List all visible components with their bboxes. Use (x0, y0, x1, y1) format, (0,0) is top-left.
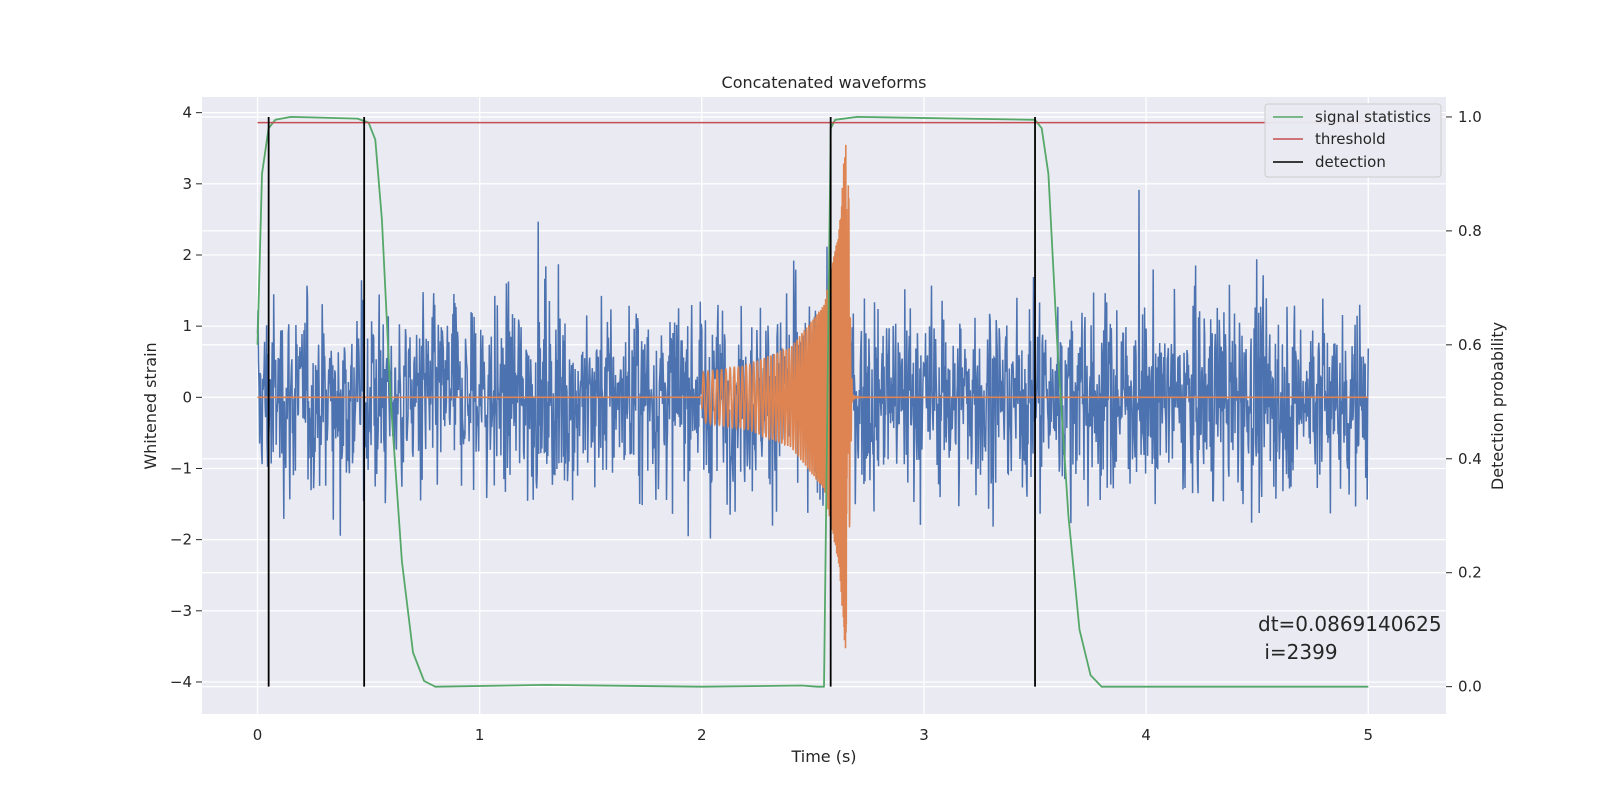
x-tick-label-4: 4 (1141, 726, 1151, 744)
chart-title: Concatenated waveforms (722, 73, 927, 92)
x-tick-label-5: 5 (1363, 726, 1373, 744)
signal-statistics-line (256, 116, 1369, 688)
y-tick-label-2: 2 (182, 246, 192, 264)
y2-tick-label-3: 0.4 (1458, 450, 1482, 468)
legend-box (1264, 103, 1442, 178)
x-tick-label-1: 1 (475, 726, 485, 744)
legend-label-signal-statistics: signal statistics (1315, 108, 1431, 126)
y2-tick-label-5: 0.0 (1458, 678, 1482, 696)
y-tick-label-3: 1 (182, 317, 192, 335)
y2-tick-label-4: 0.2 (1458, 564, 1482, 582)
y2-tick-label-0: 1.0 (1458, 108, 1482, 126)
y2-tick-label-2: 0.6 (1458, 336, 1482, 354)
y-axis-ticks: 4 3 2 1 0 −1 −2 −3 −4 (170, 104, 202, 691)
chirp-series (257, 144, 1369, 649)
y2-axis-ticks: 1.0 0.8 0.6 0.4 0.2 0.0 (1446, 108, 1482, 696)
x-tick-label-3: 3 (919, 726, 929, 744)
detection-lines (267, 116, 1036, 687)
y-tick-label-6: −2 (170, 531, 192, 549)
x-tick-label-2: 2 (697, 726, 707, 744)
x-axis-ticks: 0 1 2 3 4 5 (253, 726, 1373, 744)
y2-tick-label-1: 0.8 (1458, 222, 1482, 240)
y2-axis-label: Detection probability (1488, 322, 1507, 490)
y-axis-label: Whitened strain (141, 342, 160, 469)
legend-label-threshold: threshold (1315, 130, 1386, 148)
annotation-i: i=2399 (1258, 640, 1338, 664)
legend-label-detection: detection (1315, 153, 1386, 171)
chirp-line (257, 144, 1369, 649)
x-tick-label-0: 0 (253, 726, 263, 744)
x-axis-label: Time (s) (790, 747, 856, 766)
annotation-dt: dt=0.0869140625 (1258, 612, 1442, 636)
legend: signal statistics threshold detection (1264, 103, 1442, 178)
y-tick-label-0: 4 (182, 104, 192, 122)
y-tick-label-4: 0 (182, 388, 192, 406)
y-tick-label-5: −1 (170, 459, 192, 477)
y-tick-label-8: −4 (170, 673, 192, 691)
y-tick-label-7: −3 (170, 602, 192, 620)
y-tick-label-1: 3 (182, 175, 192, 193)
signal-statistics-series (256, 116, 1369, 688)
